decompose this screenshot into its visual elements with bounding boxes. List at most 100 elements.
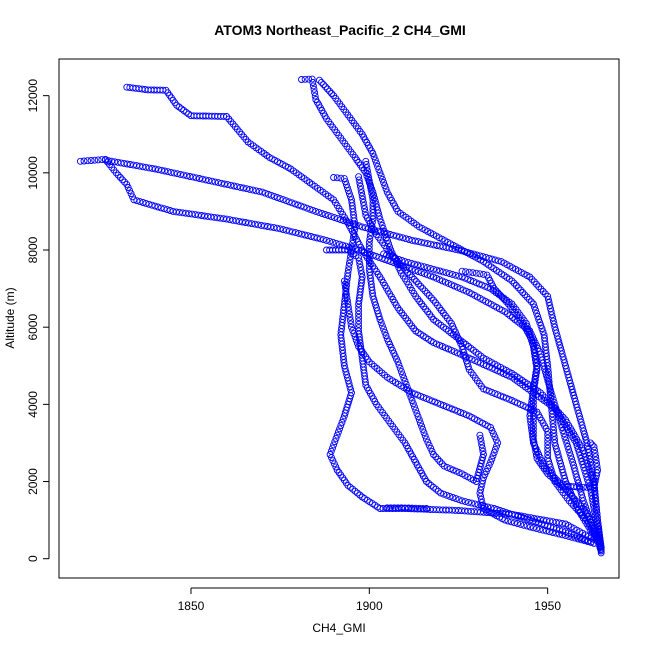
data-point bbox=[400, 374, 408, 382]
data-point bbox=[368, 189, 376, 197]
data-point bbox=[594, 534, 602, 541]
data-point bbox=[309, 82, 317, 90]
data-point bbox=[583, 506, 590, 514]
x-axis: 1850 1900 1950 bbox=[178, 587, 561, 613]
data-point bbox=[377, 319, 385, 327]
data-point bbox=[482, 386, 490, 394]
data-point bbox=[419, 285, 427, 293]
data-point bbox=[529, 395, 537, 403]
data-point bbox=[326, 451, 334, 458]
data-point bbox=[323, 236, 330, 244]
data-point bbox=[409, 400, 417, 408]
data-point bbox=[594, 466, 602, 474]
data-point bbox=[155, 166, 162, 174]
data-point bbox=[116, 174, 124, 181]
data-point bbox=[413, 409, 421, 417]
data-point bbox=[365, 248, 373, 256]
data-point bbox=[400, 264, 408, 272]
data-point bbox=[376, 169, 384, 177]
data-point bbox=[583, 459, 591, 467]
series-4 bbox=[315, 76, 598, 540]
data-point bbox=[432, 485, 440, 493]
data-point bbox=[289, 228, 296, 236]
data-point bbox=[494, 257, 502, 265]
data-point bbox=[249, 186, 257, 194]
data-point bbox=[405, 236, 413, 243]
series-11 bbox=[340, 277, 598, 547]
data-point bbox=[591, 527, 599, 535]
data-point bbox=[377, 218, 385, 226]
data-point bbox=[547, 397, 555, 405]
y-axis: 0 2000 4000 6000 8000 10000 12000 bbox=[26, 79, 50, 562]
data-point bbox=[139, 199, 147, 206]
data-point bbox=[408, 389, 416, 397]
data-point bbox=[183, 172, 191, 180]
data-point bbox=[344, 187, 352, 195]
data-point bbox=[313, 234, 321, 242]
data-point bbox=[427, 272, 434, 280]
data-point bbox=[402, 235, 410, 243]
data-point bbox=[546, 384, 554, 392]
data-point bbox=[341, 280, 349, 288]
data-point bbox=[517, 520, 525, 528]
data-point bbox=[378, 175, 386, 183]
data-point bbox=[523, 522, 531, 530]
data-point bbox=[577, 502, 585, 510]
data-point bbox=[367, 186, 375, 194]
data-point bbox=[430, 265, 437, 273]
data-point bbox=[531, 356, 539, 364]
data-point bbox=[439, 243, 447, 251]
data-point bbox=[479, 447, 487, 455]
data-point bbox=[363, 164, 371, 172]
data-point bbox=[568, 533, 576, 541]
data-point bbox=[422, 505, 430, 512]
data-point bbox=[494, 439, 502, 447]
data-point bbox=[452, 271, 460, 279]
data-point bbox=[537, 389, 544, 397]
data-point bbox=[581, 453, 589, 461]
data-point bbox=[579, 494, 586, 502]
data-point bbox=[226, 216, 234, 224]
data-point bbox=[507, 518, 515, 526]
data-point bbox=[151, 165, 159, 173]
data-point bbox=[597, 547, 605, 555]
data-point bbox=[586, 469, 594, 477]
data-point bbox=[478, 441, 486, 449]
data-point bbox=[579, 447, 587, 455]
data-point bbox=[369, 196, 377, 204]
data-point bbox=[573, 442, 581, 450]
data-point bbox=[539, 288, 547, 295]
data-point bbox=[398, 257, 406, 264]
data-point bbox=[405, 504, 413, 512]
data-point bbox=[597, 543, 605, 551]
data-point bbox=[332, 463, 340, 471]
data-point bbox=[529, 435, 537, 443]
data-point bbox=[332, 434, 340, 442]
data-point bbox=[334, 428, 342, 436]
data-point bbox=[387, 504, 395, 512]
data-point bbox=[440, 490, 448, 498]
data-point bbox=[308, 75, 316, 83]
data-point bbox=[368, 193, 376, 201]
data-point bbox=[593, 459, 601, 467]
data-point bbox=[356, 263, 364, 271]
data-point bbox=[568, 455, 576, 463]
data-point bbox=[425, 480, 433, 487]
data-point bbox=[432, 453, 440, 461]
data-point bbox=[339, 415, 347, 423]
data-point bbox=[356, 491, 364, 499]
data-point bbox=[521, 291, 529, 299]
data-point bbox=[544, 362, 552, 370]
data-point bbox=[526, 516, 534, 524]
data-point bbox=[465, 498, 472, 506]
data-point bbox=[548, 410, 556, 418]
data-point bbox=[161, 167, 169, 175]
data-point bbox=[484, 464, 492, 472]
data-point bbox=[587, 538, 595, 546]
data-point bbox=[585, 466, 593, 474]
data-point bbox=[396, 364, 404, 372]
data-point bbox=[326, 87, 334, 95]
data-point bbox=[478, 444, 486, 452]
data-point bbox=[433, 266, 441, 274]
